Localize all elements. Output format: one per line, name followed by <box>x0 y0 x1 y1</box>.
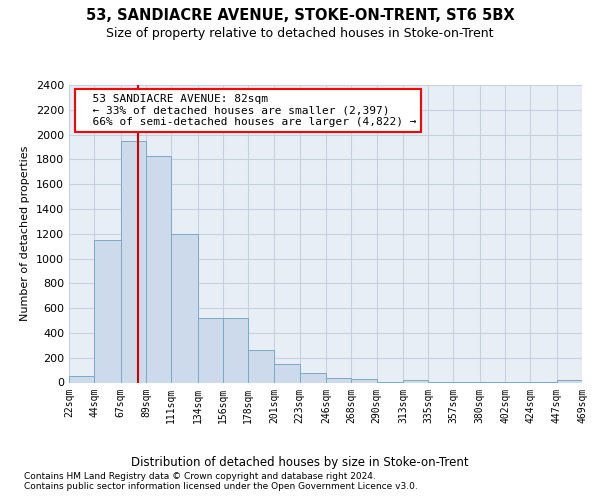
Bar <box>69 376 94 382</box>
Y-axis label: Number of detached properties: Number of detached properties <box>20 146 31 322</box>
Bar <box>248 350 274 382</box>
Bar <box>197 318 223 382</box>
Bar <box>94 240 121 382</box>
Text: Contains HM Land Registry data © Crown copyright and database right 2024.: Contains HM Land Registry data © Crown c… <box>24 472 376 481</box>
Text: Distribution of detached houses by size in Stoke-on-Trent: Distribution of detached houses by size … <box>131 456 469 469</box>
Bar <box>557 380 582 382</box>
Bar <box>171 234 197 382</box>
Bar <box>146 156 171 382</box>
Text: Contains public sector information licensed under the Open Government Licence v3: Contains public sector information licen… <box>24 482 418 491</box>
Text: Size of property relative to detached houses in Stoke-on-Trent: Size of property relative to detached ho… <box>106 28 494 40</box>
Text: 53 SANDIACRE AVENUE: 82sqm
  ← 33% of detached houses are smaller (2,397)
  66% : 53 SANDIACRE AVENUE: 82sqm ← 33% of deta… <box>79 94 417 127</box>
Bar <box>299 372 326 382</box>
Bar <box>274 364 299 382</box>
Bar <box>352 379 377 382</box>
Text: 53, SANDIACRE AVENUE, STOKE-ON-TRENT, ST6 5BX: 53, SANDIACRE AVENUE, STOKE-ON-TRENT, ST… <box>86 8 514 22</box>
Bar <box>121 141 146 382</box>
Bar <box>223 318 248 382</box>
Bar <box>326 378 352 382</box>
Bar <box>403 380 428 382</box>
